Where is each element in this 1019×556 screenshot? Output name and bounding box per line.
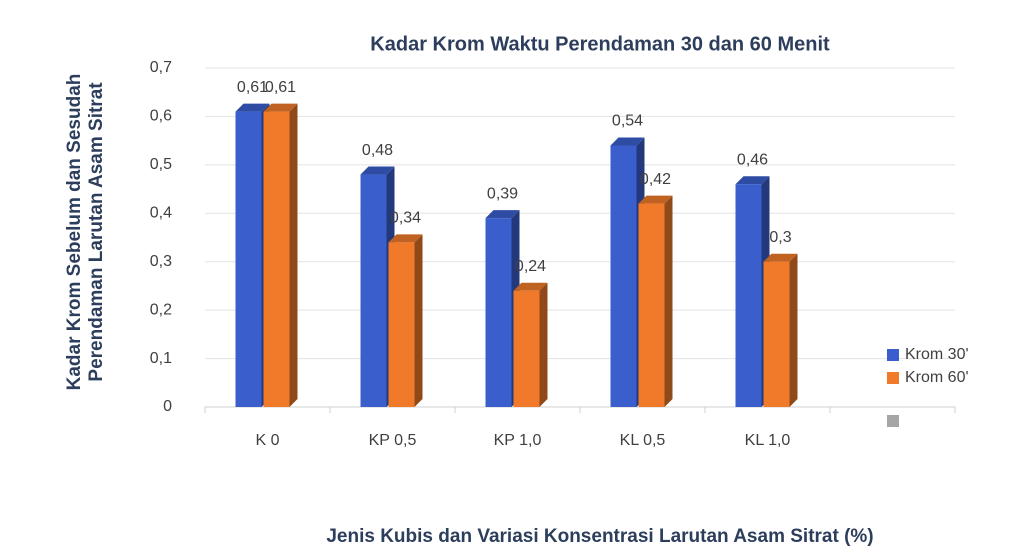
legend-swatch — [887, 372, 899, 384]
bar — [360, 174, 387, 407]
x-axis-title: Jenis Kubis dan Variasi Konsentrasi Laru… — [326, 526, 873, 547]
legend-swatch — [887, 349, 899, 361]
bar-side — [289, 103, 298, 407]
bar-top — [263, 103, 298, 112]
legend-extra-swatch — [887, 415, 899, 427]
data-label: 0,42 — [640, 171, 671, 188]
y-axis-title-line: Perendaman Larutan Asam Sitrat — [86, 82, 107, 382]
x-tick-label: K 0 — [255, 432, 279, 449]
y-tick-label: 0,7 — [150, 59, 172, 76]
x-tick-label: KL 1,0 — [745, 432, 791, 449]
bar — [263, 111, 290, 407]
bar-top — [610, 137, 645, 146]
bar — [763, 261, 790, 407]
y-axis-title-line: Kadar Krom Sebelum dan Sesudah — [64, 74, 85, 391]
y-tick-label: 0,2 — [150, 301, 172, 318]
legend-label: Krom 30' — [905, 346, 969, 363]
bar — [388, 242, 415, 407]
data-label: 0,61 — [265, 79, 296, 96]
bar-top — [638, 195, 673, 204]
bar — [235, 111, 262, 407]
legend-label: Krom 60' — [905, 369, 969, 386]
bar-side — [539, 282, 548, 407]
y-tick-label: 0,6 — [150, 108, 172, 125]
data-label: 0,46 — [737, 151, 768, 168]
data-label: 0,34 — [390, 210, 421, 227]
y-tick-label: 0,1 — [150, 350, 172, 367]
y-tick-label: 0 — [163, 398, 172, 415]
data-label: 0,3 — [769, 229, 791, 246]
bar-top — [388, 234, 423, 243]
bar-top — [763, 253, 798, 262]
data-label: 0,54 — [612, 113, 643, 130]
bar — [610, 145, 637, 407]
data-label: 0,61 — [237, 79, 268, 96]
data-label: 0,48 — [362, 142, 393, 159]
bar-top — [485, 210, 520, 219]
y-tick-label: 0,4 — [150, 205, 172, 222]
x-tick-label: KP 0,5 — [369, 432, 417, 449]
bar-top — [235, 103, 270, 112]
bar-side — [789, 253, 798, 407]
bar-top — [735, 176, 770, 185]
bar — [638, 203, 665, 407]
data-label: 0,24 — [515, 258, 546, 275]
y-tick-label: 0,3 — [150, 253, 172, 270]
y-tick-label: 0,5 — [150, 156, 172, 173]
bar-top — [513, 282, 548, 291]
bar-side — [664, 195, 673, 407]
bar — [735, 184, 762, 407]
chart-title: Kadar Krom Waktu Perendaman 30 dan 60 Me… — [370, 33, 830, 55]
data-label: 0,39 — [487, 185, 518, 202]
bar-side — [414, 234, 423, 407]
bar — [513, 290, 540, 407]
bar-top — [360, 166, 395, 175]
y-axis-title: Kadar Krom Sebelum dan Sesudah Perendama… — [64, 74, 107, 391]
bar — [485, 218, 512, 407]
x-tick-label: KL 0,5 — [620, 432, 666, 449]
x-tick-label: KP 1,0 — [494, 432, 542, 449]
